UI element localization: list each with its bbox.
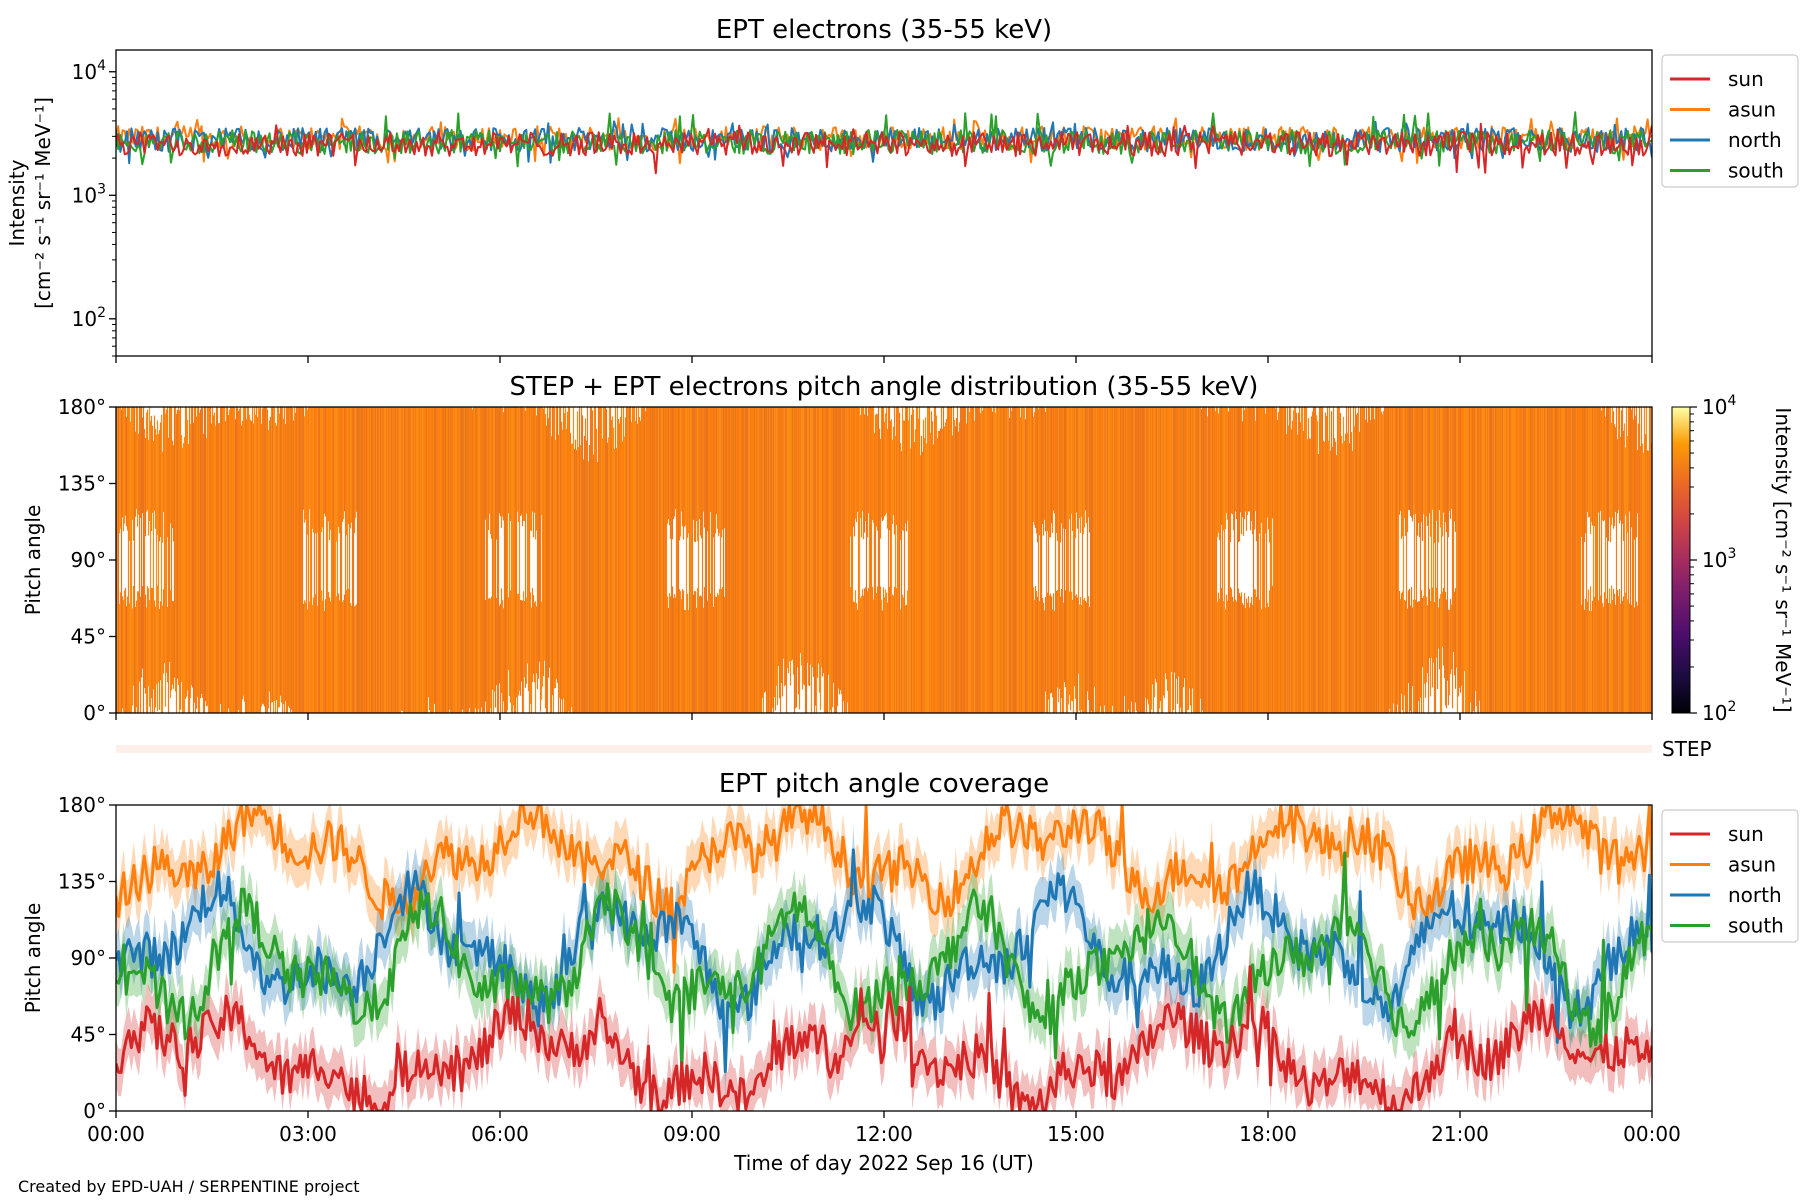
colorbar bbox=[1671, 406, 1691, 714]
panel1-y-axis: 102 103 104 bbox=[72, 58, 116, 357]
y-tick-label: 90° bbox=[71, 548, 106, 572]
credit-text: Created by EPD-UAH / SERPENTINE project bbox=[18, 1177, 360, 1196]
panel1-title: EPT electrons (35-55 keV) bbox=[716, 15, 1052, 45]
x-tick-label: 09:00 bbox=[663, 1122, 721, 1146]
y-tick-label: 0° bbox=[83, 1099, 106, 1123]
y-tick-label: 103 bbox=[72, 181, 106, 207]
x-tick-label: 06:00 bbox=[471, 1122, 529, 1146]
step-label: STEP bbox=[1662, 737, 1712, 761]
legend-label-south: south bbox=[1728, 159, 1784, 183]
x-tick-label: 03:00 bbox=[279, 1122, 337, 1146]
x-tick-label: 00:00 bbox=[1623, 1122, 1681, 1146]
panel3-x-axis: 00:00 03:00 06:00 09:00 12:00 15:00 18:00 21:00… bbox=[87, 1111, 1681, 1146]
y-tick-label: 104 bbox=[72, 58, 106, 84]
step-coverage-strip bbox=[116, 745, 1652, 753]
x-tick-label: 00:00 bbox=[87, 1122, 145, 1146]
x-tick-label: 18:00 bbox=[1239, 1122, 1297, 1146]
panel3-legend: sun asun north south bbox=[1661, 809, 1799, 943]
legend-label-sun: sun bbox=[1728, 67, 1764, 91]
panel2-ylabel: Pitch angle bbox=[21, 505, 45, 616]
panel2-title: STEP + EPT electrons pitch angle distrib… bbox=[510, 372, 1259, 402]
y-tick-label: 102 bbox=[72, 305, 106, 331]
x-tick-label: 21:00 bbox=[1431, 1122, 1489, 1146]
panel3-title: EPT pitch angle coverage bbox=[719, 769, 1049, 799]
x-tick-label: 15:00 bbox=[1047, 1122, 1105, 1146]
panel-coverage: EPT pitch angle coverage 0° 45° 90° 135° 180… bbox=[21, 769, 1799, 1146]
colorbar-ticks: 102 103 104 bbox=[1690, 393, 1736, 725]
coverage-band-asun bbox=[116, 805, 1652, 996]
y-tick-label: 90° bbox=[71, 946, 106, 970]
coverage-band-sun bbox=[116, 943, 1652, 1111]
colorbar-label: Intensity [cm⁻² s⁻¹ sr⁻¹ MeV⁻¹] bbox=[1771, 407, 1795, 712]
panel-pad: STEP + EPT electrons pitch angle distrib… bbox=[21, 372, 1795, 761]
y-tick-label: 0° bbox=[83, 701, 106, 725]
panel2-x-ticks bbox=[115, 713, 1653, 720]
legend-label-sun: sun bbox=[1728, 822, 1764, 846]
x-axis-label: Time of day 2022 Sep 16 (UT) bbox=[733, 1151, 1034, 1175]
legend-label-south: south bbox=[1728, 914, 1784, 938]
panel-intensity: EPT electrons (35-55 keV) 102 103 104 Inte… bbox=[5, 15, 1799, 363]
coverage-line-north bbox=[116, 848, 1652, 1074]
panel1-frame bbox=[115, 49, 1653, 357]
panel1-ylabel-line2: [cm⁻² s⁻¹ sr⁻¹ MeV⁻¹] bbox=[31, 97, 55, 309]
panel3-y-axis: 0° 45° 90° 135° 180° bbox=[58, 793, 116, 1123]
colorbar-tick-label: 104 bbox=[1702, 393, 1736, 419]
y-tick-label: 180° bbox=[58, 793, 106, 817]
panel2-y-axis: 0° 45° 90° 135° 180° bbox=[58, 395, 116, 725]
panel1-ylabel-line1: Intensity bbox=[5, 159, 29, 246]
y-tick-label: 135° bbox=[58, 870, 106, 894]
legend-box bbox=[1661, 54, 1799, 188]
legend-label-asun: asun bbox=[1728, 853, 1776, 877]
legend-box bbox=[1661, 809, 1799, 943]
coverage-band-north bbox=[116, 826, 1652, 1096]
panel1-x-ticks bbox=[115, 356, 1653, 363]
panel3-ylabel: Pitch angle bbox=[21, 903, 45, 1014]
coverage-line-asun bbox=[116, 805, 1652, 974]
legend-label-north: north bbox=[1728, 128, 1782, 152]
y-tick-label: 45° bbox=[71, 1023, 106, 1047]
colorbar-tick-label: 103 bbox=[1702, 546, 1736, 572]
y-tick-label: 180° bbox=[58, 395, 106, 419]
series-line-sun bbox=[116, 122, 1652, 175]
x-tick-label: 12:00 bbox=[855, 1122, 913, 1146]
coverage-line-south bbox=[116, 851, 1652, 1074]
panel2-heatmap bbox=[116, 407, 1652, 713]
colorbar-tick-label: 102 bbox=[1702, 699, 1736, 725]
legend-label-north: north bbox=[1728, 883, 1782, 907]
panel3-series-group bbox=[116, 805, 1652, 1111]
coverage-line-sun bbox=[116, 965, 1652, 1111]
panel1-series-group bbox=[116, 111, 1652, 175]
coverage-band-south bbox=[116, 829, 1652, 1096]
legend-label-asun: asun bbox=[1728, 98, 1776, 122]
y-tick-label: 45° bbox=[71, 625, 106, 649]
panel1-legend: sun asun north south bbox=[1661, 54, 1799, 188]
y-tick-label: 135° bbox=[58, 472, 106, 496]
